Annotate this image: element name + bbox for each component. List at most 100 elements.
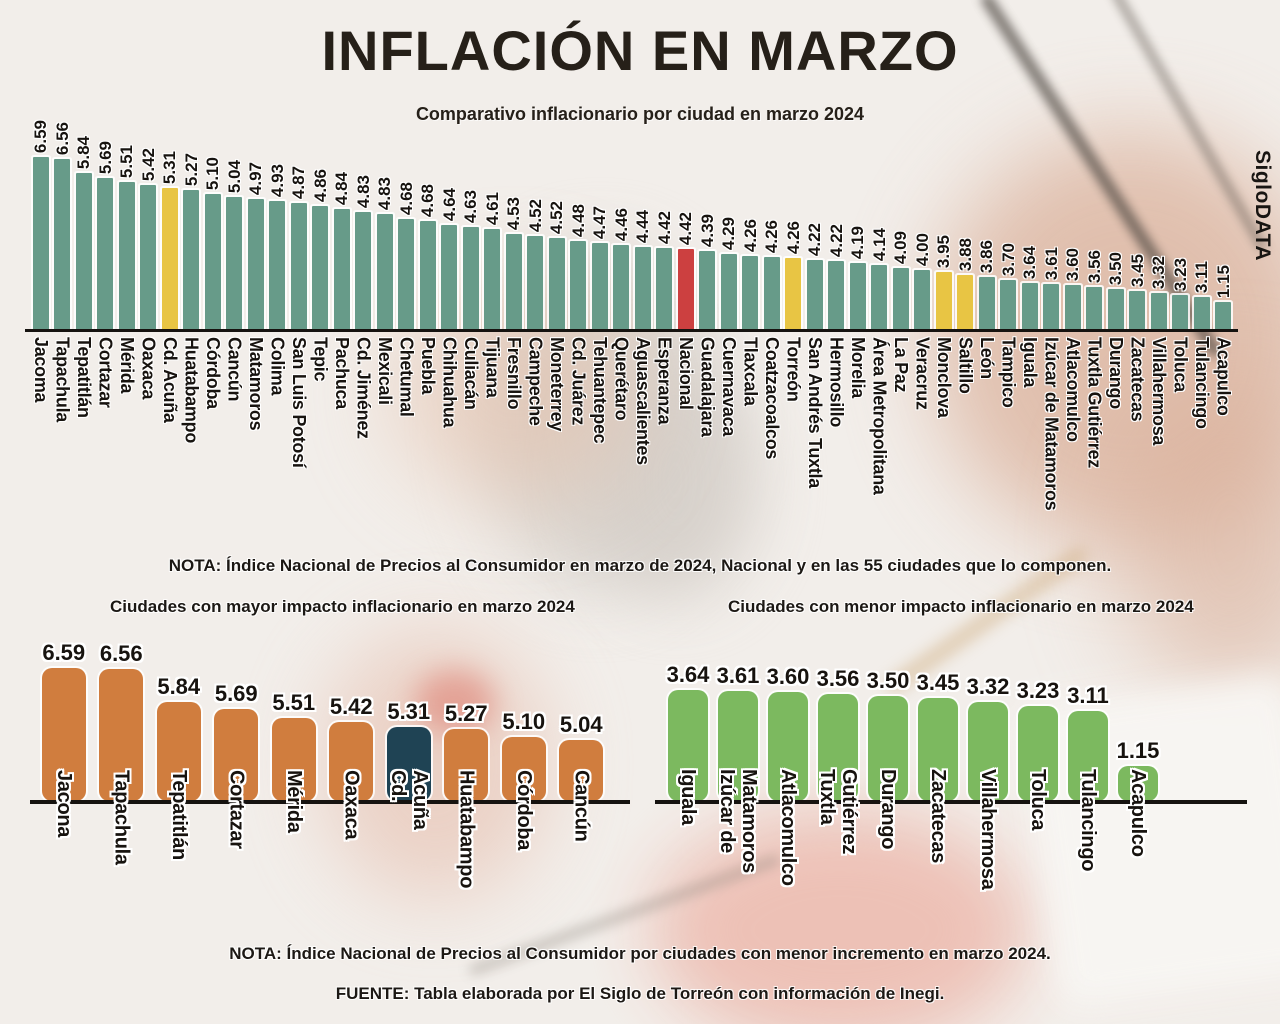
value-label-tehuantepec: 4.47	[590, 205, 610, 239]
value-label-cancun: 5.04	[559, 712, 603, 737]
value-label-tampico: 3.70	[998, 242, 1018, 276]
value-label-cd-acuna: 5.31	[387, 699, 431, 724]
city-label-text: Mérida	[116, 337, 137, 394]
city-label-villahermosa: Villahermosa	[963, 769, 1013, 890]
value-label-zacatecas: 3.45	[916, 670, 960, 695]
bar-column-tampico: 3.70	[998, 243, 1020, 330]
value-label-esperanza: 4.42	[654, 210, 674, 244]
city-label-text: Gutiérrez	[838, 769, 860, 855]
city-label-text: Colima	[267, 337, 288, 396]
value-label-coatzacoalcos: 4.26	[762, 219, 782, 253]
bar-column-merida: 5.51	[116, 145, 138, 330]
city-label-culiacan: Culiacán	[460, 337, 482, 410]
value-label-tuxtla-gutierrez: 3.56	[1084, 249, 1104, 283]
bar-villahermosa	[1150, 293, 1167, 330]
city-label-text: Moneterrey	[546, 337, 567, 432]
value-label-pachuca: 4.84	[332, 171, 352, 205]
city-label-text: Córdoba	[202, 337, 223, 409]
city-label-text: Tulancingo	[1191, 337, 1212, 429]
city-label-text: Cortazar	[225, 770, 248, 849]
bar-column-puebla: 4.68	[417, 184, 439, 330]
city-label-text: Tampico	[998, 337, 1019, 408]
value-label-tapachula: 6.56	[99, 641, 143, 666]
bar-iguala	[1021, 283, 1038, 330]
bar-durango	[868, 696, 908, 801]
city-label-text: Hermosillo	[826, 337, 847, 428]
bar-puebla	[419, 221, 436, 330]
city-label-pachuca: Pachuca	[331, 337, 353, 409]
city-label-text: Nacional	[675, 337, 696, 410]
bar-cortazar	[97, 178, 114, 330]
value-label-zacatecas: 3.45	[1127, 253, 1147, 287]
bar-column-zacatecas: 3.45	[1127, 254, 1149, 330]
bar-column-colima: 4.93	[267, 164, 289, 330]
bar-column-acapulco: 1.15	[1213, 265, 1235, 330]
value-label-cordoba: 5.10	[502, 709, 546, 734]
city-label-durango: Durango	[1105, 337, 1127, 409]
value-label-campeche: 4.52	[525, 198, 545, 232]
bar-huatabampo	[183, 190, 200, 330]
city-label-text: Matamoros	[245, 337, 266, 431]
city-label-text: Tapachula	[52, 337, 73, 422]
value-label-villahermosa: 3.32	[1149, 255, 1169, 289]
bar-column-huatabampo: 5.27	[181, 153, 203, 330]
value-label-izucar-de-matamoros: 3.61	[716, 663, 760, 688]
bar-iguala	[668, 690, 708, 801]
bar-column-chihuahua: 4.64	[439, 188, 461, 330]
city-label-cd-jimenez: Cd. Jiménez	[353, 337, 375, 439]
bar-tapachula	[99, 669, 144, 801]
bar-column-tlaxcala: 4.26	[740, 219, 762, 330]
city-label-text: Izúcar de Matamoros	[1041, 337, 1062, 511]
city-label-queretaro: Querétaro	[611, 337, 633, 420]
bar-colima	[269, 201, 286, 330]
bar-column-queretaro: 4.46	[611, 208, 633, 330]
city-label-text: Área Metropolitana	[869, 337, 890, 495]
city-label-coatzacoalcos: Coatzacoalcos	[761, 337, 783, 459]
value-label-oaxaca: 5.42	[329, 694, 373, 719]
city-label-cancun: Cancún	[553, 770, 611, 842]
bar-column-tijuana: 4.61	[482, 192, 504, 330]
bar-tepic	[312, 206, 329, 330]
city-label-izucar-de-matamoros: Izúcar de Matamoros	[1041, 337, 1063, 510]
bar-toluca	[1172, 295, 1189, 330]
bar-column-cd-acuna: 5.31	[159, 151, 181, 330]
bar-jacoma	[32, 157, 49, 330]
city-label-text: Pachuca	[331, 337, 352, 409]
bar-merida	[271, 718, 316, 801]
value-label-toluca: 3.23	[1016, 678, 1060, 703]
city-label-text: Torreón	[783, 337, 804, 402]
bar-coatzacoalcos	[763, 257, 780, 330]
city-label-cd-acuna: Cd. Acuña	[159, 337, 181, 423]
value-label-villahermosa: 3.32	[966, 674, 1010, 699]
city-label-text: Cd.	[386, 770, 409, 802]
city-label-text: León	[976, 337, 997, 379]
bar-tampico	[1000, 280, 1017, 330]
city-label-oaxaca: Oaxaca	[138, 337, 160, 399]
bar-hermosillo	[828, 261, 845, 330]
value-label-nacional: 4.42	[676, 211, 696, 245]
bar-tehuantepec	[591, 243, 608, 330]
city-label-aguascalientes: Aguascalientes	[632, 337, 654, 465]
bar-nacional	[677, 249, 694, 330]
city-label-la-paz: La Paz	[890, 337, 912, 392]
value-label-acapulco: 1.15	[1213, 264, 1233, 298]
city-label-chihuahua: Chihuahua	[439, 337, 461, 427]
city-label-cuernavaca: Cuernavaca	[718, 337, 740, 436]
value-label-san-andres-tuxtla: 4.22	[805, 222, 825, 256]
value-label-tepatitlan: 5.84	[157, 674, 201, 699]
city-label-text: Villahermosa	[977, 769, 999, 890]
value-label-hermosillo: 4.22	[826, 223, 846, 257]
city-label-durango: Durango	[863, 769, 913, 849]
bar-column-cancun: 5.04	[553, 714, 611, 801]
bar-cordoba	[204, 194, 221, 330]
bar-column-tapachula: 6.56	[93, 643, 151, 801]
city-label-san-andres-tuxtla: San Andrés Tuxtla	[804, 337, 826, 488]
value-label-tepic: 4.86	[310, 168, 330, 202]
bar-column-esperanza: 4.42	[654, 211, 676, 330]
note-top: NOTA: Índice Nacional de Precios al Cons…	[168, 556, 1112, 575]
city-label-text: Acapulco	[1213, 337, 1234, 416]
bar-tlaxcala	[742, 256, 759, 330]
city-label-text: Tepatitlán	[73, 337, 94, 418]
city-label-jacoma: Jacoma	[30, 337, 52, 402]
bar-saltillo	[957, 275, 974, 330]
